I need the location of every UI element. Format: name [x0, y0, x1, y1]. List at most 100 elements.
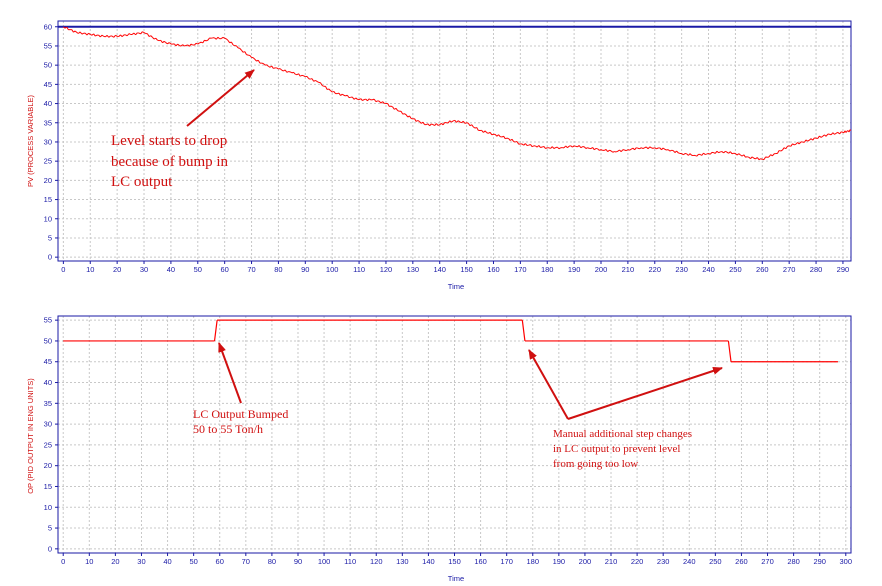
pv-series-segment: [202, 39, 205, 44]
pv-series-segment: [617, 149, 620, 152]
pv-series-segment: [319, 82, 323, 86]
pv-series-segment: [740, 154, 743, 157]
pv-series-segment: [630, 147, 634, 150]
pv-series-segment: [745, 156, 748, 158]
pv-series-segment: [538, 145, 541, 148]
pv-series-segment: [404, 113, 407, 116]
pv-series-segment: [528, 144, 531, 146]
pv-series-segment: [414, 118, 417, 122]
pv-series-segment: [143, 32, 146, 35]
op-x-tick-label: 190: [553, 557, 566, 566]
op-series-marks: [63, 319, 838, 363]
pv-x-tick-label: 30: [140, 265, 148, 274]
pv-series-segment: [146, 33, 150, 37]
pv-series-segment: [327, 88, 329, 90]
pv-series-segment: [771, 153, 775, 157]
pv-x-tick-label: 240: [702, 265, 715, 274]
pv-series-segment: [266, 64, 269, 67]
pv-series-segment: [125, 34, 128, 37]
op-x-tick-label: 120: [370, 557, 383, 566]
pv-series-segment: [664, 148, 667, 151]
pv-x-tick-label: 140: [433, 265, 446, 274]
pv-series-segment: [449, 120, 452, 123]
pv-series-segment: [168, 42, 172, 45]
pv-y-tick-label: 10: [44, 214, 52, 223]
pv-series-segment: [126, 33, 130, 37]
pv-y-tick-label: 0: [48, 253, 52, 262]
pv-series-segment: [729, 151, 733, 155]
pv-series-segment: [239, 48, 242, 51]
pv-series-segment: [372, 98, 375, 101]
pv-series-segment: [295, 73, 298, 76]
pv-series-segment: [758, 158, 761, 161]
pv-series-segment: [736, 153, 740, 156]
pv-series-segment: [222, 36, 225, 39]
op-x-tick-label: 140: [422, 557, 435, 566]
pv-series-segment: [498, 134, 501, 137]
pv-series-segment: [214, 37, 217, 40]
pv-x-tick-label: 260: [756, 265, 769, 274]
pv-series-segment: [142, 31, 145, 33]
op-y-tick-label: 40: [44, 378, 52, 387]
pv-series-segment: [185, 44, 188, 46]
pv-series-segment: [242, 51, 246, 53]
op-x-tick-label: 170: [500, 557, 513, 566]
op-y-tick-label: 35: [44, 399, 52, 408]
pv-annotation-arrow: [186, 69, 255, 127]
op-y-tick-label: 30: [44, 420, 52, 429]
pv-series-segment: [442, 122, 446, 126]
pv-series-segment: [652, 147, 655, 149]
pv-series-segment: [138, 32, 141, 35]
pv-series-segment: [469, 124, 472, 127]
pv-series-segment: [798, 141, 802, 145]
pv-series-segment: [531, 145, 535, 148]
pv-series-segment: [476, 127, 479, 131]
pv-series-segment: [540, 146, 543, 149]
pv-series-segment: [725, 150, 728, 153]
pv-series-segment: [131, 32, 135, 35]
pv-x-tick-label: 120: [380, 265, 393, 274]
pv-series-segment: [699, 153, 703, 156]
pv-series-segment: [73, 30, 76, 33]
pv-series-segment: [456, 120, 459, 123]
pv-series-segment: [597, 148, 600, 151]
pv-series-segment: [289, 71, 293, 74]
pv-series-segment: [200, 41, 204, 44]
pv-series-segment: [753, 157, 756, 160]
pv-series-segment: [639, 147, 642, 150]
pv-series-segment: [511, 138, 515, 142]
pv-series-segment: [696, 154, 699, 157]
pv-series-segment: [530, 144, 533, 147]
pv-series-segment: [273, 67, 276, 69]
pv-series-segment: [578, 145, 582, 149]
pv-series-segment: [713, 152, 716, 154]
pv-series-segment: [464, 122, 467, 124]
op-x-tick-label: 200: [579, 557, 592, 566]
pv-series-segment: [367, 98, 370, 102]
pv-series-segment: [462, 120, 466, 124]
pv-series-segment: [262, 63, 266, 66]
pv-series-segment: [580, 146, 583, 149]
pv-y-tick-label: 25: [44, 157, 52, 166]
pv-series-segment: [721, 151, 724, 154]
pv-series-segment: [612, 151, 615, 153]
pv-series-segment: [101, 34, 104, 37]
pv-x-tick-label: 160: [487, 265, 500, 274]
op-y-axis-title: OP (PID OUTPUT IN ENG UNITS): [26, 378, 35, 494]
op-series-segment: [521, 320, 526, 342]
pv-series-segment: [394, 107, 397, 110]
pv-series-segment: [93, 33, 96, 37]
pv-series-segment: [667, 149, 671, 152]
pv-annotation-line-1: Level starts to drop: [111, 133, 227, 149]
pv-series-segment: [325, 86, 328, 90]
pv-series-segment: [756, 157, 760, 160]
pv-series-segment: [194, 42, 197, 46]
pv-series-segment: [271, 65, 274, 69]
pv-x-tick-label: 150: [460, 265, 473, 274]
pv-series-segment: [244, 51, 247, 55]
pv-series-segment: [268, 65, 271, 68]
pv-series-segment: [624, 149, 627, 152]
pv-series-segment: [237, 47, 240, 49]
pv-series-segment: [346, 94, 350, 98]
pv-series-segment: [311, 78, 315, 82]
